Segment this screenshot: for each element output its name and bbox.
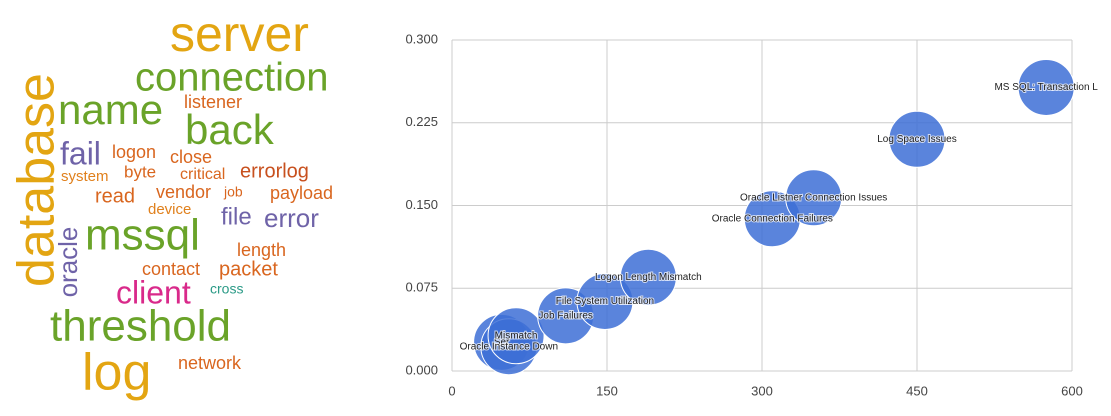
word: system	[61, 168, 109, 185]
word: critical	[180, 166, 225, 183]
bubble-label: Mismatch	[495, 330, 538, 341]
word: network	[178, 353, 242, 373]
word: logon	[112, 142, 156, 162]
word: device	[148, 201, 191, 218]
word: fail	[60, 135, 101, 171]
y-tick-label: 0.000	[405, 362, 438, 377]
bubble	[619, 248, 677, 306]
word: cross	[210, 281, 243, 297]
bubble-label: Oracle Connection Failures	[712, 213, 833, 224]
word: file	[221, 203, 252, 230]
x-tick-label: 450	[906, 383, 928, 398]
y-tick-label: 0.075	[405, 280, 438, 295]
bubble-label: Job Failures	[538, 310, 592, 321]
bubble-label: Logon Length Mismatch	[595, 272, 702, 283]
word: byte	[124, 162, 156, 181]
word: error	[264, 203, 319, 233]
x-tick-label: 600	[1061, 383, 1083, 398]
bubble	[487, 307, 545, 365]
word: name	[58, 86, 163, 133]
y-tick-label: 0.150	[405, 197, 438, 212]
word: client	[116, 274, 191, 310]
x-tick-label: 0	[448, 383, 455, 398]
word: contact	[142, 259, 200, 279]
bubble	[1017, 58, 1075, 116]
bubble	[576, 272, 634, 330]
word: read	[95, 185, 135, 207]
bubble-label: MS SQL: Transaction L	[994, 82, 1098, 93]
bubble	[888, 110, 946, 168]
x-tick-label: 150	[596, 383, 618, 398]
word: threshold	[50, 302, 231, 351]
word: length	[237, 240, 286, 260]
bubble-chart: 0.000 0.075 0.150 0.225 0.300 0 150 300 450 600 Se…	[405, 31, 1099, 398]
word: mssql	[85, 211, 200, 260]
word: errorlog	[240, 160, 309, 182]
y-tick-label: 0.300	[405, 31, 438, 46]
word: job	[223, 184, 243, 200]
bubble-label: Oracle Listner Connection Issues	[740, 192, 887, 203]
word: connection	[135, 56, 328, 100]
bubble-label: File System Utilization	[556, 296, 654, 307]
bubble	[785, 169, 843, 227]
word: payload	[270, 183, 333, 203]
word: log	[82, 344, 151, 402]
bubble-label: Log Space Issues	[877, 134, 957, 145]
word: packet	[219, 258, 278, 280]
bubble-label: Ser	[494, 337, 510, 348]
y-tick-label: 0.225	[405, 114, 438, 129]
word: server	[170, 6, 309, 62]
word: vendor	[156, 182, 211, 202]
word: database	[8, 73, 66, 287]
x-tick-label: 300	[751, 383, 773, 398]
word: back	[185, 106, 275, 153]
word: close	[170, 147, 212, 167]
word: listener	[184, 92, 242, 112]
word: oracle	[53, 227, 83, 298]
bubble-label: Oracle Instance Down	[460, 341, 558, 352]
